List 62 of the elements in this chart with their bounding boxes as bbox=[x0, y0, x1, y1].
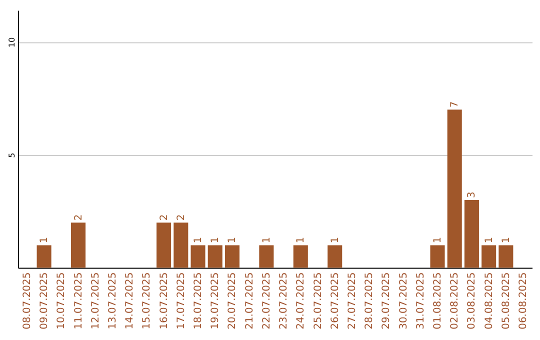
x-tick-label: 05.08.2025 bbox=[500, 272, 512, 330]
data-label: 1 bbox=[330, 236, 341, 244]
x-tick-label: 19.07.2025 bbox=[210, 272, 222, 330]
x-tick-label: 13.07.2025 bbox=[107, 272, 118, 330]
x-tick-label: 02.08.2025 bbox=[450, 272, 461, 330]
data-label: 7 bbox=[450, 101, 461, 108]
x-tick-label: 16.07.2025 bbox=[158, 272, 170, 330]
x-tick-label: 17.07.2025 bbox=[176, 272, 187, 330]
x-tick-label: 24.07.2025 bbox=[296, 272, 307, 330]
x-tick-label: 21.07.2025 bbox=[244, 272, 256, 330]
x-tick-label: 18.07.2025 bbox=[193, 272, 204, 330]
data-label: 2 bbox=[158, 214, 170, 221]
x-tick-label: 29.07.2025 bbox=[381, 272, 392, 330]
data-label: 3 bbox=[466, 192, 478, 198]
data-label: 1 bbox=[210, 236, 222, 244]
data-label: 1 bbox=[432, 236, 444, 244]
data-label: 2 bbox=[176, 214, 187, 221]
x-tick-label: 28.07.2025 bbox=[364, 272, 376, 330]
x-tick-label: 09.07.2025 bbox=[39, 272, 50, 330]
bar bbox=[156, 222, 172, 268]
bar bbox=[70, 222, 86, 268]
bar bbox=[208, 245, 222, 268]
x-tick-label: 14.07.2025 bbox=[124, 272, 136, 330]
x-tick-label: 25.07.2025 bbox=[312, 272, 324, 330]
bar bbox=[36, 245, 52, 268]
bar bbox=[190, 245, 206, 268]
x-tick-label: 27.07.2025 bbox=[346, 272, 358, 330]
x-tick-label: 06.08.2025 bbox=[518, 272, 530, 330]
bar bbox=[498, 245, 514, 268]
x-tick-label: 30.07.2025 bbox=[398, 272, 410, 330]
bar bbox=[464, 200, 479, 268]
data-label: 1 bbox=[500, 236, 512, 244]
data-label: 1 bbox=[261, 236, 272, 244]
bar bbox=[328, 245, 342, 268]
x-tick-label: 31.07.2025 bbox=[415, 272, 426, 330]
data-label: 2 bbox=[73, 214, 84, 221]
x-tick-label: 01.08.2025 bbox=[432, 272, 444, 330]
x-tick-label: 10.07.2025 bbox=[56, 272, 68, 330]
bar bbox=[259, 245, 274, 268]
bar bbox=[224, 245, 240, 268]
x-tick-label: 08.07.2025 bbox=[22, 272, 33, 330]
x-tick-label: 22.07.2025 bbox=[261, 272, 272, 330]
x-tick-label: 11.07.2025 bbox=[73, 272, 84, 330]
x-tick-label: 26.07.2025 bbox=[330, 272, 341, 330]
x-tick-label: 23.07.2025 bbox=[278, 272, 290, 330]
y-tick-label: 5 bbox=[7, 152, 16, 158]
data-label: 1 bbox=[296, 236, 307, 244]
bar bbox=[174, 222, 188, 268]
data-label: 1 bbox=[484, 236, 495, 244]
bar bbox=[293, 245, 308, 268]
data-label: 1 bbox=[227, 236, 238, 244]
x-tick-label: 20.07.2025 bbox=[227, 272, 238, 330]
y-tick-label: 10 bbox=[7, 37, 16, 48]
bar bbox=[447, 110, 462, 268]
bar bbox=[430, 245, 445, 268]
x-tick-label: 03.08.2025 bbox=[466, 272, 478, 330]
data-label: 1 bbox=[193, 236, 204, 244]
x-tick-label: 12.07.2025 bbox=[90, 272, 102, 330]
x-tick-label: 15.07.2025 bbox=[142, 272, 153, 330]
data-label: 1 bbox=[39, 236, 50, 244]
x-tick-label: 04.08.2025 bbox=[484, 272, 495, 330]
bar bbox=[482, 245, 496, 268]
